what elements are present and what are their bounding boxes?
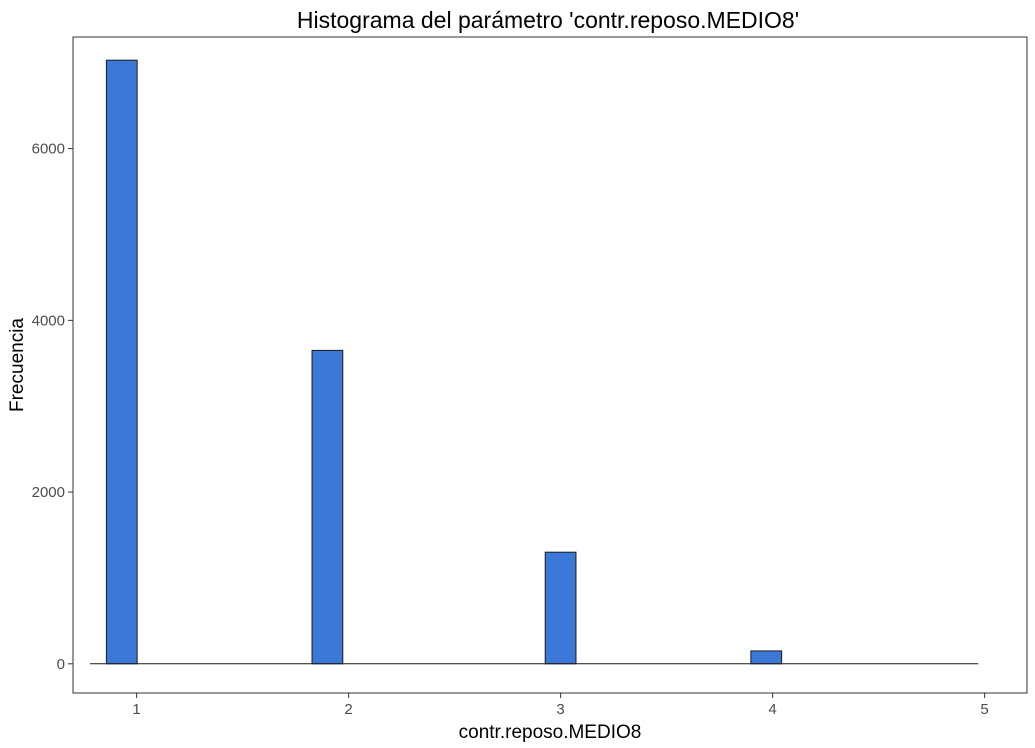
y-tick-label: 4000 (32, 312, 65, 329)
y-axis-title: Frecuencia (7, 318, 28, 412)
histogram-bar-2 (311, 349, 344, 665)
x-tick-label: 3 (556, 701, 564, 718)
x-tick-label: 4 (768, 701, 776, 718)
histogram-bar-3 (544, 551, 577, 665)
y-tick-label: 2000 (32, 484, 65, 501)
histogram-bar-1 (105, 59, 138, 665)
x-axis-title: contr.reposo.MEDIO8 (459, 722, 642, 743)
y-axis-ticks: 0 2000 4000 6000 (32, 141, 73, 673)
bars-group (105, 59, 783, 665)
chart-title: Histograma del parámetro 'contr.reposo.M… (297, 7, 799, 33)
y-tick-label: 6000 (32, 141, 65, 158)
x-tick-label: 1 (132, 701, 140, 718)
x-tick-label: 2 (344, 701, 352, 718)
x-tick-label: 5 (980, 701, 988, 718)
x-axis-ticks: 1 2 3 4 5 (132, 693, 989, 718)
y-tick-label: 0 (57, 656, 65, 673)
histogram-bar-4 (750, 650, 783, 665)
